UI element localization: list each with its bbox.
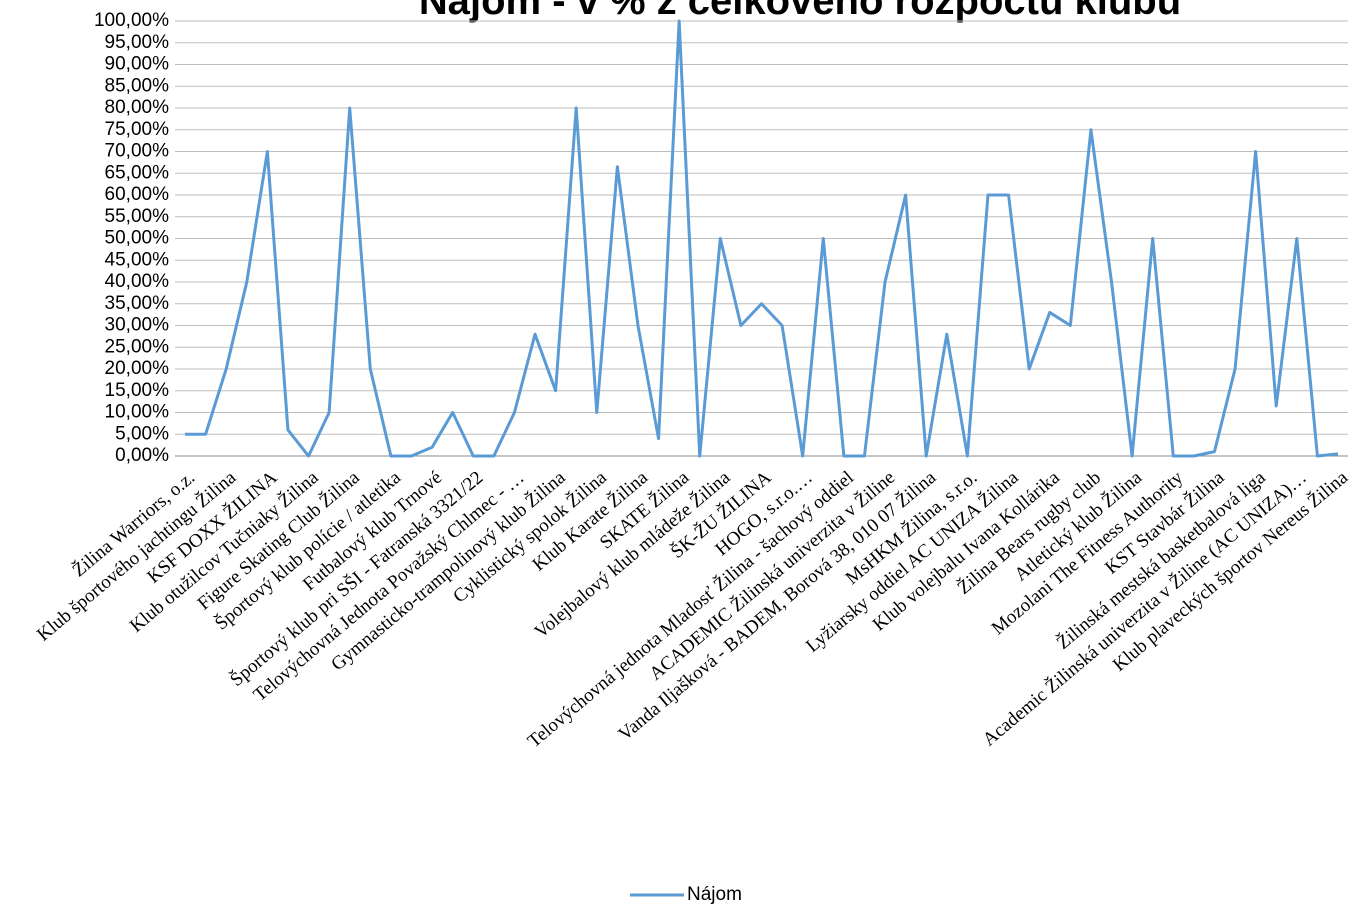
- y-tick-label: 65,00%: [105, 162, 170, 183]
- y-tick-label: 0,00%: [115, 445, 169, 466]
- y-tick-label: 60,00%: [105, 184, 170, 205]
- y-tick-label: 55,00%: [105, 206, 170, 227]
- y-tick-label: 5,00%: [115, 423, 169, 444]
- y-tick-label: 90,00%: [105, 54, 170, 75]
- y-tick-label: 10,00%: [105, 402, 170, 423]
- y-tick-label: 70,00%: [105, 141, 170, 162]
- legend-label: Nájom: [687, 884, 742, 905]
- y-tick-label: 40,00%: [105, 271, 170, 292]
- y-tick-label: 35,00%: [105, 293, 170, 314]
- y-tick-label: 95,00%: [105, 32, 170, 53]
- y-tick-label: 75,00%: [105, 119, 170, 140]
- y-tick-label: 100,00%: [94, 10, 169, 31]
- chart-title: Nájom - v % z celkového rozpočtu klubu: [419, 0, 1181, 23]
- y-tick-label: 30,00%: [105, 315, 170, 336]
- y-tick-label: 20,00%: [105, 358, 170, 379]
- data-line: [185, 19, 1339, 458]
- y-tick-label: 15,00%: [105, 380, 170, 401]
- y-tick-label: 25,00%: [105, 336, 170, 357]
- y-tick-label: 80,00%: [105, 97, 170, 118]
- y-tick-label: 85,00%: [105, 75, 170, 96]
- y-tick-label: 50,00%: [105, 228, 170, 249]
- y-tick-label: 45,00%: [105, 249, 170, 270]
